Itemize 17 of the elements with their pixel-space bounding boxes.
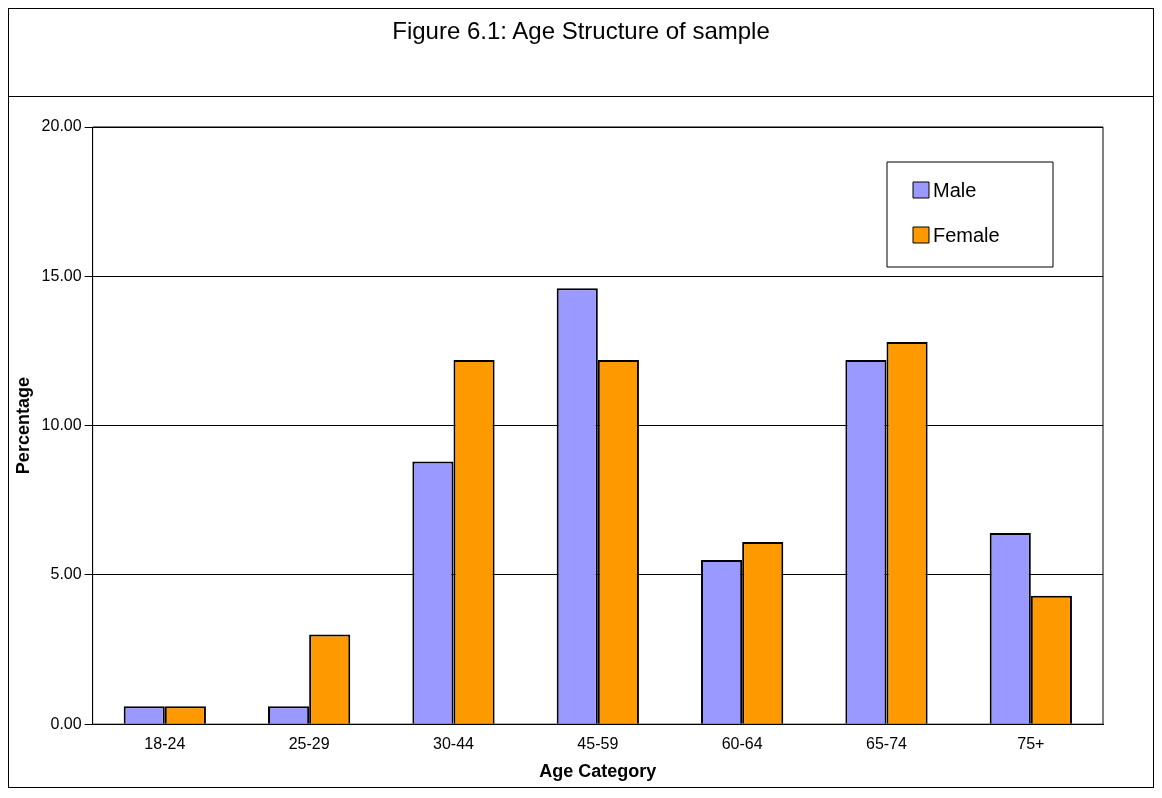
x-tick-label: 45-59 — [577, 735, 619, 753]
x-axis-title: Age Category — [539, 761, 657, 782]
y-tick-label: 15.00 — [41, 266, 82, 284]
x-tick-label: 65-74 — [866, 735, 908, 753]
legend-label: Female — [933, 223, 1000, 246]
x-tick-label: 60-64 — [721, 735, 763, 753]
y-tick-label: 10.00 — [41, 416, 82, 434]
y-tick-label: 20.00 — [41, 117, 82, 135]
x-tick-label: 30-44 — [433, 735, 475, 753]
y-tick-label: 5.00 — [50, 565, 82, 583]
y-tick-label: 0.00 — [50, 714, 82, 732]
y-axis-title: Percentage — [12, 377, 33, 475]
x-tick-label: 75+ — [1017, 735, 1045, 753]
x-tick-label: 18-24 — [144, 735, 186, 753]
legend-label: Male — [933, 178, 977, 201]
chart-title: Figure 6.1: Age Structure of sample — [9, 9, 1153, 97]
x-tick-label: 25-29 — [288, 735, 330, 753]
